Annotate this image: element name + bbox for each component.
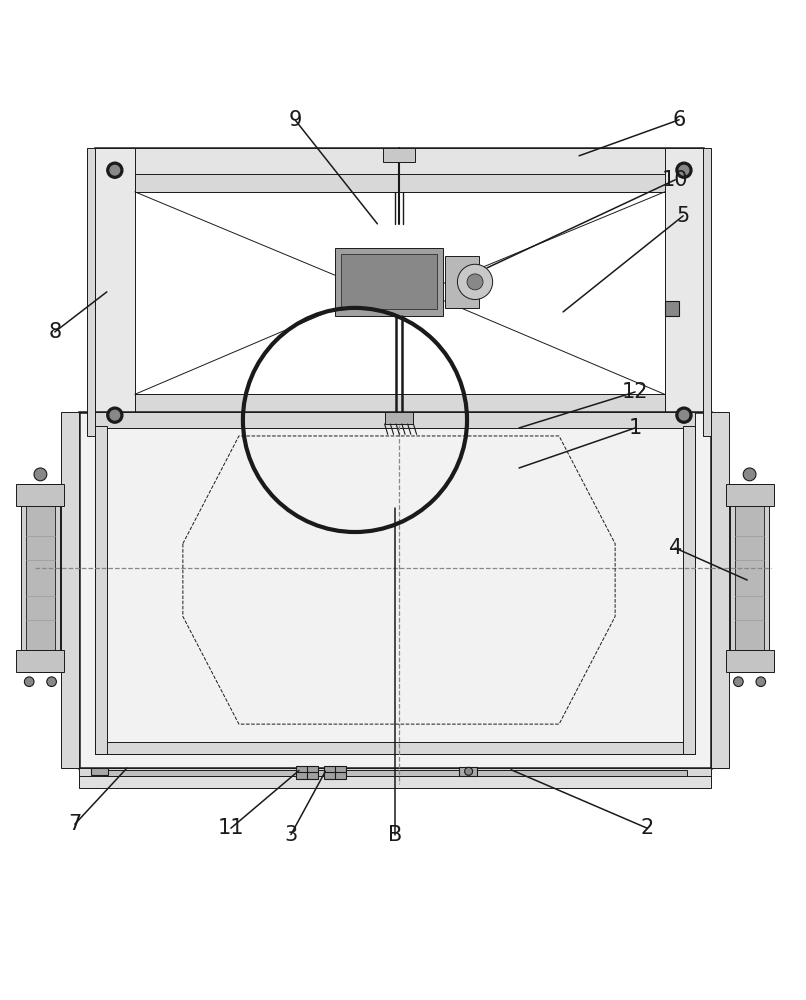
Circle shape bbox=[679, 410, 689, 420]
Bar bbox=[16, 484, 64, 506]
Circle shape bbox=[467, 274, 483, 290]
Bar bbox=[711, 412, 729, 768]
Bar bbox=[79, 412, 711, 768]
Text: 8: 8 bbox=[48, 322, 61, 342]
Bar bbox=[16, 650, 64, 672]
Circle shape bbox=[47, 677, 56, 687]
Circle shape bbox=[107, 162, 123, 178]
Bar bbox=[735, 506, 764, 650]
Bar bbox=[95, 148, 703, 436]
Circle shape bbox=[676, 407, 692, 423]
Bar bbox=[135, 174, 665, 192]
Circle shape bbox=[458, 264, 492, 299]
Bar bbox=[95, 148, 135, 436]
Text: 3: 3 bbox=[285, 825, 297, 845]
Bar bbox=[21, 484, 60, 672]
Text: 10: 10 bbox=[662, 170, 688, 190]
Text: 1: 1 bbox=[629, 418, 642, 438]
Text: 9: 9 bbox=[289, 110, 301, 130]
Bar bbox=[95, 394, 703, 436]
Text: 2: 2 bbox=[641, 818, 654, 838]
Bar bbox=[79, 776, 711, 788]
Bar bbox=[95, 426, 695, 754]
Circle shape bbox=[756, 677, 766, 687]
Bar bbox=[383, 148, 415, 162]
Circle shape bbox=[464, 767, 472, 775]
Bar bbox=[730, 484, 769, 672]
Circle shape bbox=[110, 410, 119, 420]
Bar bbox=[61, 412, 79, 768]
Bar bbox=[703, 148, 711, 436]
Bar bbox=[91, 768, 109, 775]
Bar bbox=[95, 148, 703, 192]
Circle shape bbox=[110, 165, 119, 175]
Text: 12: 12 bbox=[622, 382, 648, 402]
Text: 5: 5 bbox=[676, 206, 690, 226]
Bar bbox=[296, 766, 318, 779]
Bar bbox=[665, 148, 703, 436]
Bar bbox=[324, 766, 346, 779]
Bar bbox=[665, 301, 679, 316]
Text: B: B bbox=[388, 825, 402, 845]
Bar bbox=[459, 767, 476, 776]
Bar bbox=[79, 768, 711, 778]
Circle shape bbox=[679, 165, 689, 175]
Circle shape bbox=[676, 162, 692, 178]
Bar bbox=[95, 742, 695, 754]
Bar bbox=[384, 412, 413, 424]
Bar bbox=[103, 770, 688, 776]
Bar bbox=[342, 254, 437, 309]
Text: 4: 4 bbox=[668, 538, 682, 558]
Circle shape bbox=[733, 677, 743, 687]
Bar bbox=[683, 426, 695, 754]
Text: 6: 6 bbox=[672, 110, 686, 130]
Bar bbox=[446, 256, 479, 308]
Text: 7: 7 bbox=[69, 814, 81, 834]
Bar bbox=[95, 426, 107, 754]
Bar bbox=[95, 412, 695, 428]
Text: 11: 11 bbox=[218, 818, 244, 838]
Bar bbox=[725, 650, 774, 672]
Bar bbox=[26, 506, 55, 650]
Bar bbox=[725, 484, 774, 506]
Bar bbox=[135, 394, 665, 412]
Bar bbox=[335, 248, 443, 316]
Bar bbox=[87, 148, 95, 436]
Circle shape bbox=[34, 468, 47, 481]
Circle shape bbox=[24, 677, 34, 687]
Circle shape bbox=[107, 407, 123, 423]
Circle shape bbox=[743, 468, 756, 481]
